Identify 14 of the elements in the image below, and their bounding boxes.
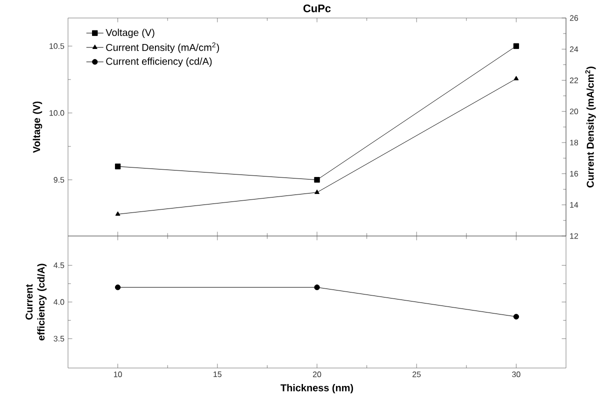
x-axis-title: Thickness (nm) <box>280 384 354 394</box>
chart-title: CuPc <box>303 4 331 12</box>
point <box>314 190 320 194</box>
point <box>115 211 120 216</box>
point <box>513 43 520 49</box>
point <box>114 164 121 170</box>
y-axis-title: Voltage (V) <box>32 102 42 153</box>
legend-label: Current efficiency (cd/A) <box>106 58 212 67</box>
y2-axis-title: Current Density (mA/cm$^{2}$) <box>585 66 596 188</box>
point <box>314 176 320 183</box>
point <box>514 76 519 80</box>
y-axis-title: Current efficiency (cd/A) <box>26 264 47 340</box>
legend-label: Voltage (V) <box>106 28 154 38</box>
legend-label: Current Density (mA/cm$^{2}$) <box>106 42 219 53</box>
